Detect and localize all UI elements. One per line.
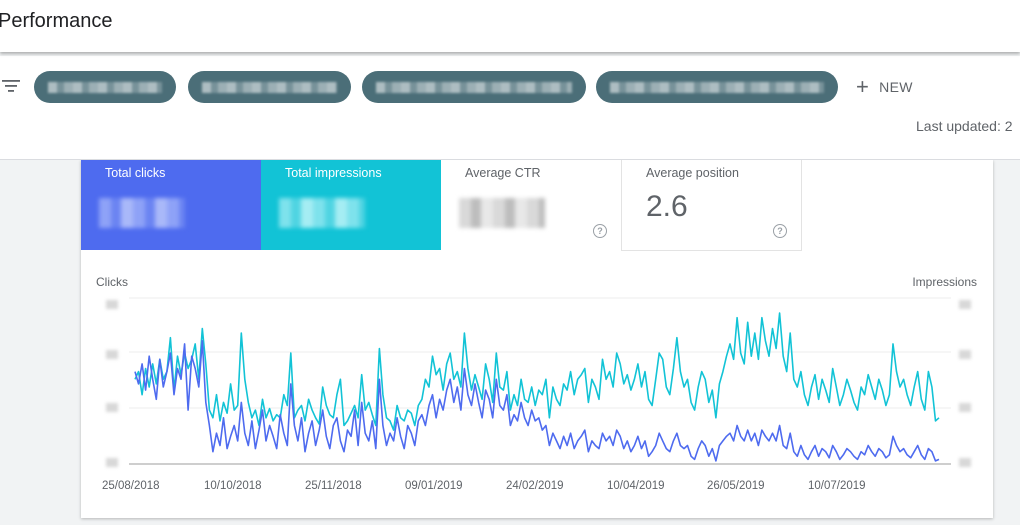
x-tick-label: 09/01/2019 [405, 480, 463, 492]
plus-icon: + [856, 74, 870, 99]
left-axis-tick [106, 300, 118, 309]
right-axis-tick [959, 403, 971, 412]
left-axis-tick [106, 458, 118, 467]
right-axis-label: Impressions [912, 275, 977, 289]
left-axis-label: Clicks [96, 275, 128, 289]
help-icon[interactable]: ? [773, 224, 787, 238]
metric-tile-ctr[interactable]: Average CTR ? [441, 160, 621, 250]
x-tick-label: 25/08/2018 [102, 480, 160, 492]
metric-label-impressions: Total impressions [285, 166, 382, 180]
filter-bar: + NEW Last updated: 2 [0, 56, 1020, 160]
redacted-value [99, 198, 185, 228]
filter-chip[interactable] [188, 71, 351, 103]
redacted-text [610, 82, 824, 93]
left-axis-tick [106, 350, 118, 359]
top-header: Performance [0, 0, 1020, 52]
x-tick-label: 24/02/2019 [506, 480, 564, 492]
metric-tile-impressions[interactable]: Total impressions [261, 160, 441, 250]
filter-chip[interactable] [596, 71, 838, 103]
x-tick-label: 10/04/2019 [607, 480, 665, 492]
metric-tile-position[interactable]: Average position 2.6 ? [621, 160, 802, 251]
redacted-text [376, 82, 572, 93]
series-line-clicks [134, 340, 940, 462]
x-tick-label: 10/10/2018 [204, 480, 262, 492]
filter-chip[interactable] [362, 71, 586, 103]
redacted-value [459, 198, 545, 228]
new-filter-label: NEW [879, 79, 913, 95]
metric-tile-clicks[interactable]: Total clicks [81, 160, 261, 250]
x-tick-label: 10/07/2019 [808, 480, 866, 492]
left-axis-tick [106, 403, 118, 412]
series-line-impressions [134, 312, 940, 431]
new-filter-button[interactable]: + NEW [856, 76, 913, 98]
metric-label-position: Average position [646, 166, 739, 180]
filter-chip[interactable] [34, 71, 176, 103]
help-icon[interactable]: ? [593, 224, 607, 238]
x-tick-label: 26/05/2019 [707, 480, 765, 492]
page-title: Performance [0, 10, 113, 32]
redacted-text [202, 82, 337, 93]
right-axis-tick [959, 350, 971, 359]
metric-label-ctr: Average CTR [465, 166, 541, 180]
metric-value-position: 2.6 [646, 190, 688, 223]
performance-card: Total clicks Total impressions Average C… [81, 160, 993, 518]
performance-chart[interactable] [81, 160, 993, 518]
right-axis-tick [959, 300, 971, 309]
filter-icon[interactable] [2, 79, 20, 93]
last-updated: Last updated: 2 [916, 118, 1013, 134]
redacted-text [48, 82, 162, 93]
right-axis-tick [959, 458, 971, 467]
metric-label-clicks: Total clicks [105, 166, 166, 180]
x-tick-label: 25/11/2018 [305, 480, 362, 492]
redacted-value [279, 198, 365, 228]
